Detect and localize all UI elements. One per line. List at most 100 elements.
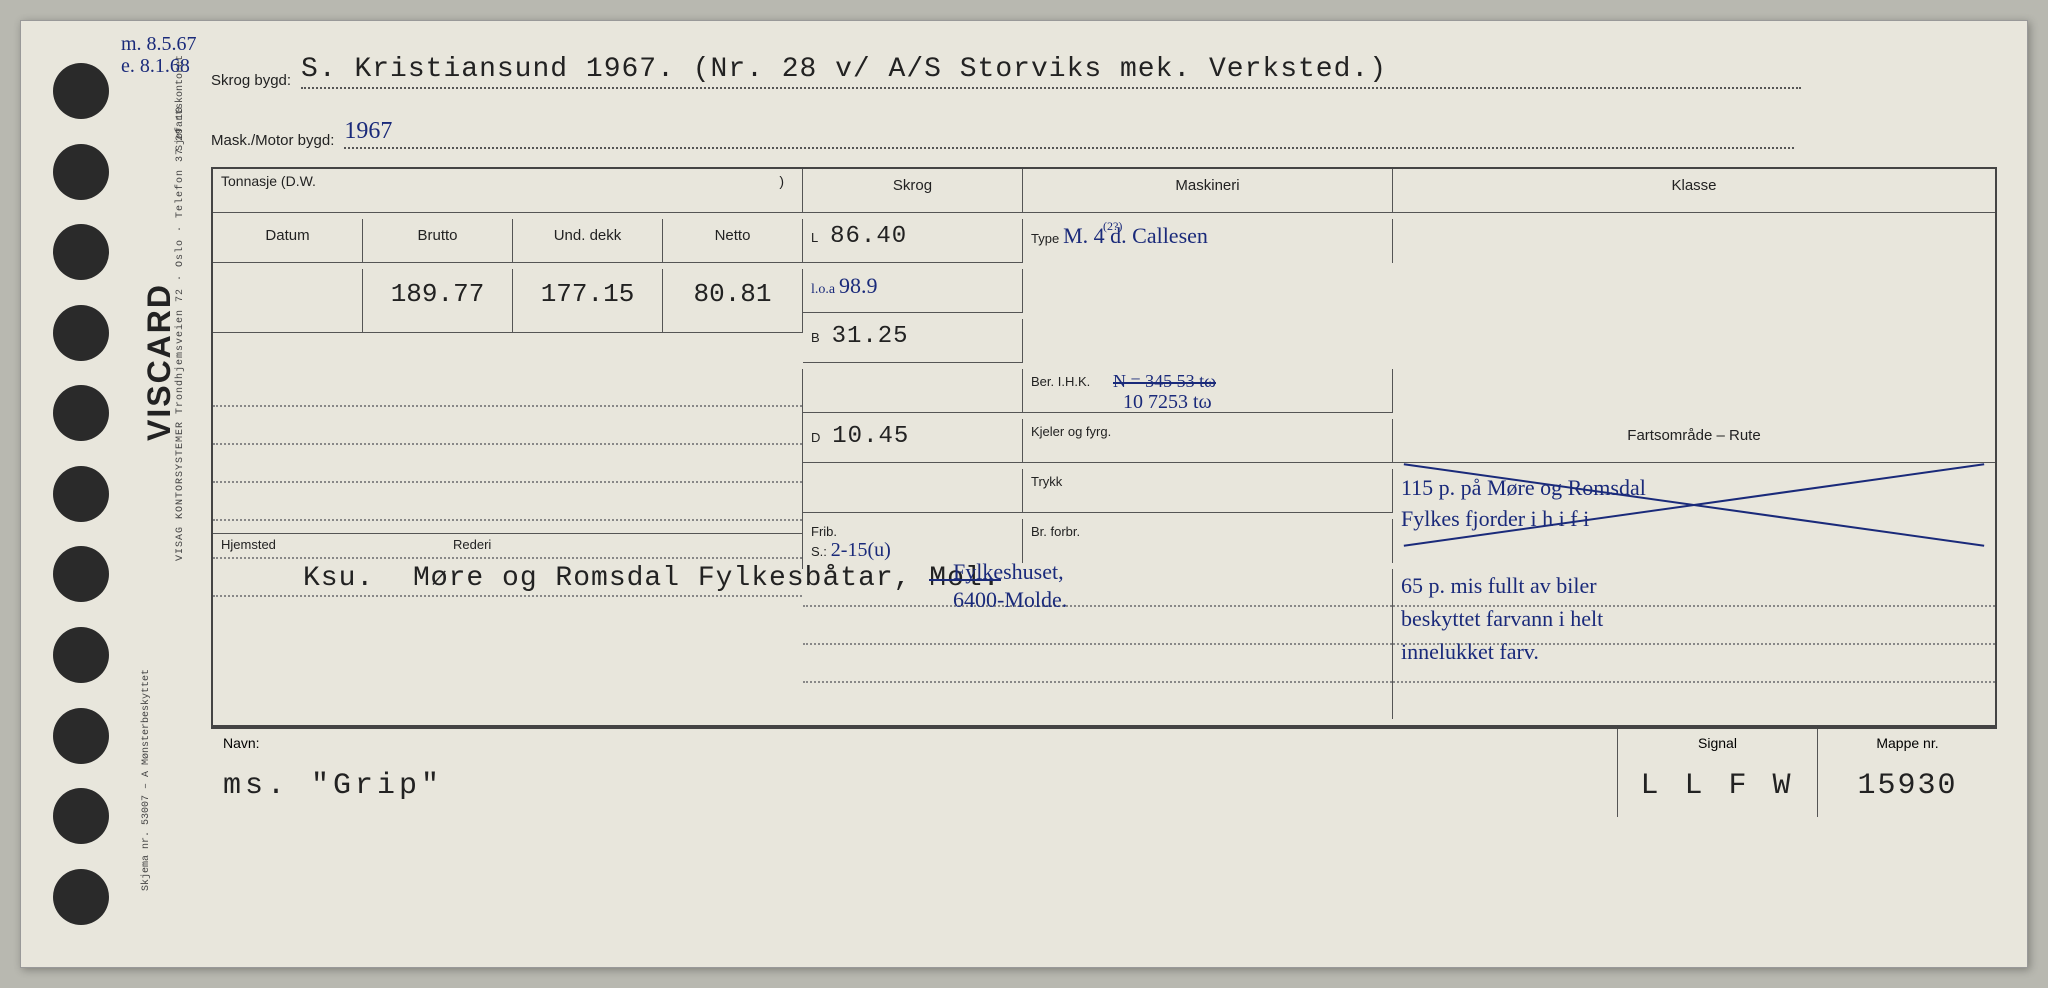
signal-cell: Signal L L F W [1617,729,1817,817]
hole [53,788,109,844]
skrog-bygd-label: Skrog bygd: [211,72,291,89]
rederi-overflow: Fylkeshuset, 6400-Molde. [803,569,1393,719]
kjeler-cell: Kjeler og fyrg. [1023,419,1393,463]
mappe-cell: Mappe nr. 15930 [1817,729,1997,817]
farts-text: 115 p. på Møre og Romsdal Fylkes fjorder… [1393,469,1995,569]
hole [53,224,109,280]
hole [53,305,109,361]
datum-header: Datum [213,219,363,263]
main-grid: Tonnasje (D.W. ) Skrog Maskineri Klasse … [211,167,1997,727]
signal-label: Signal [1630,735,1805,751]
farts-line1: 115 p. på Møre og Romsdal [1401,473,1987,504]
rederi-label: Rederi [453,537,491,552]
index-card: VISCARD VISAG KONTORSYSTEMER Trondhjemsv… [20,20,2028,968]
navn-label: Navn: [223,735,1605,751]
hole [53,869,109,925]
type-cell: Type (2?) M. 4 d. Callesen [1023,219,1393,263]
farts-cont: 65 p. mis fullt av biler beskyttet farva… [1393,569,1995,719]
datum-empty [213,269,363,333]
klasse-empty [1393,219,1995,263]
hole [53,708,109,764]
note-line-2: e. 8.1.68 [121,55,197,77]
br-cell: Br. forbr. [1023,519,1393,563]
card-content: m. 8.5.67 e. 8.1.68 Skrog bygd: S. Krist… [211,41,1997,947]
skrog-header: Skrog [803,169,1023,213]
farts-line4: beskyttet farvann i helt [1401,602,1603,635]
type-note: (2?) [1103,219,1122,234]
signal-value: L L F W [1630,751,1805,803]
mappe-label: Mappe nr. [1830,735,1985,751]
hole [53,385,109,441]
skrog-bygd-row: Skrog bygd: S. Kristiansund 1967. (Nr. 2… [211,41,1997,89]
navn-cell: Navn: ms. "Grip" [211,729,1617,817]
hole [53,466,109,522]
br-label: Br. forbr. [1031,524,1080,539]
loa-value: 98.9 [839,273,878,298]
tonnasje-close: ) [779,173,794,189]
brand-subtext: VISAG KONTORSYSTEMER Trondhjemsveien 72 … [175,106,186,561]
S-label: S.: [811,544,827,559]
B-value: 31.25 [832,323,909,350]
navn-value: ms. "Grip" [223,751,1605,803]
farts-line2: Fylkes fjorder i h i f i [1401,504,1987,535]
brutto-value: 189.77 [363,269,513,333]
klasse-empty-2 [1393,369,1995,413]
L-cell: L 86.40 [803,219,1023,263]
binder-holes [21,21,141,967]
mask-bygd-value: 1967 [344,118,1794,149]
frib-cell: Frib. S.: 2-15(u) [803,519,1023,563]
mappe-value: 15930 [1830,751,1985,803]
kjeler-label: Kjeler og fyrg. [1031,424,1111,439]
B-cell: B 31.25 [803,319,1023,363]
netto-header: Netto [663,219,803,263]
type-value: M. 4 d. Callesen [1063,223,1208,248]
ber-val2: 10 7253 tω [1123,391,1212,414]
loa-cell: l.o.a 98.9 [803,269,1023,313]
und-dekk-header: Und. dekk [513,219,663,263]
hole [53,144,109,200]
mask-bygd-label: Mask./Motor bygd: [211,132,334,149]
skrog-empty-2 [803,469,1023,513]
maskineri-header: Maskineri [1023,169,1393,213]
ber-label: Ber. I.H.K. [1031,374,1090,389]
hole [53,546,109,602]
trykk-cell: Trykk [1023,469,1393,513]
farts-line5: innelukket farv. [1401,635,1603,668]
side-print: VISCARD VISAG KONTORSYSTEMER Trondhjemsv… [151,21,191,967]
frib-label: Frib. [811,524,837,539]
handwritten-top-notes: m. 8.5.67 e. 8.1.68 [121,33,197,77]
hole [53,627,109,683]
D-value: 10.45 [832,423,909,450]
mask-bygd-row: Mask./Motor bygd: 1967 [211,89,1997,149]
ber-val1: N = 345 53 tω [1113,371,1216,392]
tonnasje-blank: Hjemsted Ksu. Rederi Møre og Romsdal Fyl… [213,369,803,569]
loa-label: l.o.a [811,282,835,297]
farts-header: Fartsområde – Rute [1393,419,1995,463]
brand-logo: VISCARD [141,283,178,441]
farts-crossed: 115 p. på Møre og Romsdal Fylkes fjorder… [1401,473,1987,535]
rederi-hand2: 6400-Molde. [953,587,1067,613]
skrog-bygd-value: S. Kristiansund 1967. (Nr. 28 v/ A/S Sto… [301,54,1801,89]
note-line-1: m. 8.5.67 [121,33,197,55]
D-label: D [811,430,820,445]
skrog-empty-1 [803,369,1023,413]
trykk-label: Trykk [1031,474,1062,489]
L-value: 86.40 [830,223,907,250]
S-value: 2-15(u) [831,539,891,561]
hjemsted-label: Hjemsted [221,537,276,552]
tonnasje-label: Tonnasje (D.W. [221,173,316,189]
und-dekk-value: 177.15 [513,269,663,333]
klasse-header: Klasse [1393,169,1995,213]
navn-row: Navn: ms. "Grip" Signal L L F W Mappe nr… [211,727,1997,817]
rederi-hand1: Fylkeshuset, [953,559,1064,585]
ber-cell: Ber. I.H.K. N = 345 53 tω 10 7253 tω [1023,369,1393,413]
form-number: Skjema nr. 53007 – A Mønsterbeskyttet [141,669,152,891]
B-label: B [811,330,820,345]
L-label: L [811,230,818,245]
hole [53,63,109,119]
hjemsted-value: Ksu. [303,563,374,594]
farts-line3: 65 p. mis fullt av biler [1401,569,1603,602]
D-cell: D 10.45 [803,419,1023,463]
type-label: Type [1031,231,1059,246]
netto-value: 80.81 [663,269,803,333]
